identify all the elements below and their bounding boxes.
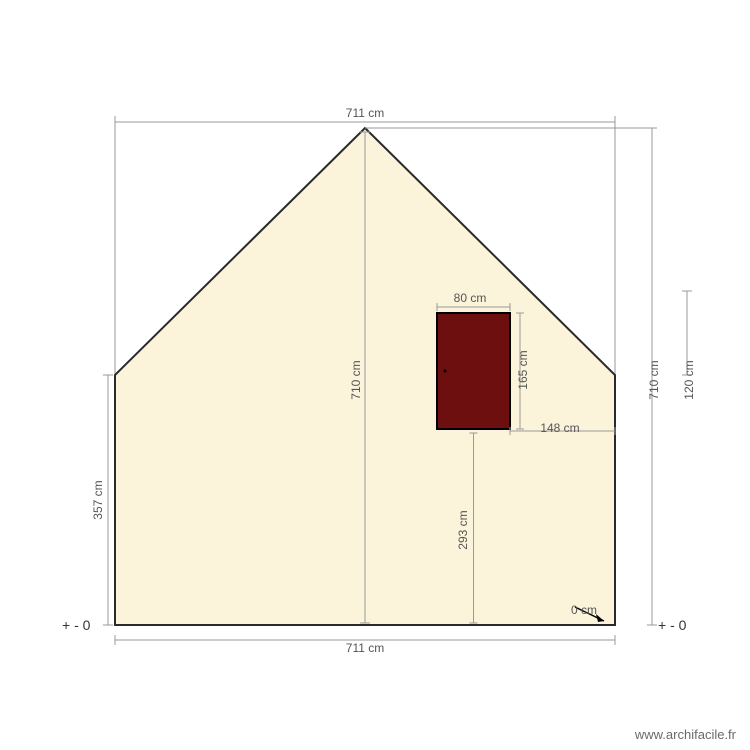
dimension-label: 0 cm xyxy=(571,603,597,617)
dimension-label: 711 cm xyxy=(346,106,384,120)
watermark-text: www.archifacile.fr xyxy=(635,727,736,742)
level-marker: + - 0 xyxy=(658,617,687,633)
dimension-label: 357 cm xyxy=(91,480,105,519)
dimension-label: 710 cm xyxy=(349,360,363,399)
dimension-label: 165 cm xyxy=(516,350,530,389)
level-marker: + - 0 xyxy=(62,617,91,633)
dimension-label: 148 cm xyxy=(540,421,579,435)
dimension-label: 711 cm xyxy=(346,641,384,655)
elevation-drawing: 711 cm 711 cm 357 cm 710 cm 710 cm 120 cm 80 c… xyxy=(0,0,750,750)
door xyxy=(437,313,510,429)
dimension-label: 710 cm xyxy=(647,360,661,399)
dimension-label: 293 cm xyxy=(456,510,470,549)
dimension-label: 120 cm xyxy=(682,360,696,399)
dimension-label: 80 cm xyxy=(454,291,487,305)
